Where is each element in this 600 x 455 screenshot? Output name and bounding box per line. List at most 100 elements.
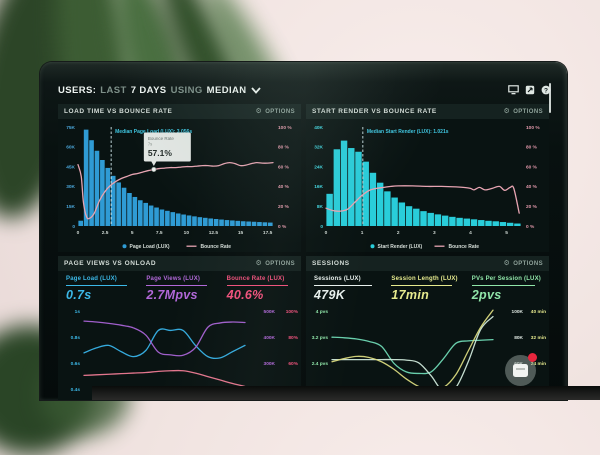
stat-sessions: Sessions (LUX) 479K bbox=[314, 276, 377, 302]
svg-text:Median Page Load (LUX): 3.056s: Median Page Load (LUX): 3.056s bbox=[115, 129, 192, 135]
options-button[interactable]: ⚙ OPTIONS bbox=[503, 259, 543, 267]
svg-text:20 %: 20 % bbox=[278, 204, 290, 210]
svg-text:1: 1 bbox=[361, 230, 364, 236]
svg-text:Bounce Rate: Bounce Rate bbox=[201, 244, 232, 250]
svg-text:8K: 8K bbox=[317, 204, 324, 210]
panel-load-time: LOAD TIME VS BOUNCE RATE ⚙ OPTIONS 75K 60… bbox=[58, 104, 301, 252]
svg-text:17.5: 17.5 bbox=[263, 230, 273, 236]
svg-text:0.6s: 0.6s bbox=[71, 361, 81, 367]
days-label: 7 DAYS bbox=[130, 84, 167, 96]
svg-text:7s: 7s bbox=[148, 141, 152, 146]
svg-text:60 %: 60 % bbox=[526, 164, 538, 170]
svg-text:500K: 500K bbox=[264, 309, 276, 315]
laptop-base bbox=[92, 386, 600, 400]
svg-text:100 %: 100 % bbox=[526, 125, 540, 131]
svg-text:0 %: 0 % bbox=[278, 224, 287, 230]
svg-text:45K: 45K bbox=[66, 164, 75, 170]
panel-title: LOAD TIME VS BOUNCE RATE bbox=[64, 108, 173, 115]
users-filter-dropdown[interactable]: USERS: LAST 7 DAYS USING MEDIAN bbox=[58, 85, 261, 96]
svg-text:0: 0 bbox=[320, 224, 323, 230]
svg-text:80 %: 80 % bbox=[526, 145, 538, 151]
svg-text:60%: 60% bbox=[288, 361, 298, 367]
gear-icon: ⚙ bbox=[255, 259, 263, 267]
help-icon[interactable]: ? bbox=[541, 85, 551, 95]
options-button[interactable]: ⚙ OPTIONS bbox=[503, 107, 543, 115]
svg-text:3: 3 bbox=[433, 230, 436, 236]
svg-text:100K: 100K bbox=[512, 309, 524, 315]
svg-text:32 min: 32 min bbox=[531, 335, 546, 341]
scrollbar[interactable] bbox=[548, 83, 551, 113]
svg-text:60 %: 60 % bbox=[278, 164, 290, 170]
laptop-screen: USERS: LAST 7 DAYS USING MEDIAN ? bbox=[40, 62, 567, 400]
panel-page-views: PAGE VIEWS VS ONLOAD ⚙ OPTIONS Page Load… bbox=[58, 256, 301, 400]
users-label: USERS: bbox=[58, 84, 97, 96]
stat-pvs-per-session: PVs Per Session (LUX) 2pvs bbox=[471, 276, 541, 302]
median-label: MEDIAN bbox=[206, 84, 247, 96]
svg-text:0.8s: 0.8s bbox=[71, 335, 81, 341]
chevron-down-icon bbox=[250, 86, 261, 94]
panel-title: SESSIONS bbox=[312, 260, 350, 267]
svg-text:15K: 15K bbox=[66, 204, 75, 210]
svg-text:10: 10 bbox=[184, 230, 190, 236]
svg-text:5: 5 bbox=[505, 230, 508, 236]
using-label: USING bbox=[170, 84, 203, 96]
svg-text:100%: 100% bbox=[286, 309, 299, 315]
display-icon[interactable] bbox=[508, 85, 519, 95]
svg-text:Page Load (LUX): Page Load (LUX) bbox=[130, 244, 170, 250]
panel-title: PAGE VIEWS VS ONLOAD bbox=[64, 260, 157, 267]
last-label: LAST bbox=[100, 84, 127, 96]
gear-icon: ⚙ bbox=[503, 107, 511, 115]
stat-page-load: Page Load (LUX) 0.7s bbox=[66, 276, 132, 302]
svg-text:0.4s: 0.4s bbox=[71, 387, 81, 393]
svg-text:Median Start Render (LUX): 1.0: Median Start Render (LUX): 1.021s bbox=[367, 129, 449, 135]
svg-text:1s: 1s bbox=[75, 309, 81, 315]
svg-text:75K: 75K bbox=[66, 125, 75, 131]
panel-title: START RENDER VS BOUNCE RATE bbox=[312, 108, 437, 115]
svg-text:80K: 80K bbox=[514, 335, 523, 341]
svg-text:80%: 80% bbox=[288, 335, 298, 341]
svg-text:24 min: 24 min bbox=[531, 361, 546, 367]
svg-text:2: 2 bbox=[397, 230, 400, 236]
svg-text:4: 4 bbox=[469, 230, 472, 236]
options-button[interactable]: ⚙ OPTIONS bbox=[255, 107, 295, 115]
svg-text:Bounce Rate: Bounce Rate bbox=[148, 136, 175, 141]
svg-text:0: 0 bbox=[77, 230, 80, 236]
gear-icon: ⚙ bbox=[503, 259, 511, 267]
svg-text:40 %: 40 % bbox=[278, 184, 290, 190]
svg-text:2.4 pvs: 2.4 pvs bbox=[312, 361, 329, 367]
svg-text:7.5: 7.5 bbox=[156, 230, 163, 236]
chat-button[interactable] bbox=[505, 353, 537, 386]
svg-text:12.5: 12.5 bbox=[209, 230, 219, 236]
stat-page-views: Page Views (LUX) 2.7Mpvs bbox=[146, 276, 212, 302]
svg-text:100 %: 100 % bbox=[278, 125, 292, 131]
svg-text:60K: 60K bbox=[66, 145, 75, 151]
svg-text:57.1%: 57.1% bbox=[148, 148, 173, 158]
svg-text:3.2 pvs: 3.2 pvs bbox=[312, 335, 329, 341]
chat-icon bbox=[513, 364, 528, 377]
load-time-chart: 75K 60K 45K 30K 15K 0 100 % 80 % 60 % 40 % 20 % 0 %… bbox=[66, 125, 292, 250]
share-icon[interactable] bbox=[525, 85, 535, 95]
svg-text:15: 15 bbox=[238, 230, 244, 236]
panel-grid: LOAD TIME VS BOUNCE RATE ⚙ OPTIONS 75K 60… bbox=[58, 104, 549, 400]
stat-bounce-rate: Bounce Rate (LUX) 40.6% bbox=[226, 276, 293, 302]
svg-text:0: 0 bbox=[325, 230, 328, 236]
stat-session-length: Session Length (LUX) 17min bbox=[391, 276, 458, 302]
notification-badge bbox=[528, 353, 537, 362]
svg-text:16K: 16K bbox=[314, 184, 323, 190]
start-render-chart: 40K 32K 24K 16K 8K 0 100 % 80 % 60 % 40 % 20 % 0 % 0… bbox=[314, 125, 540, 250]
svg-text:5: 5 bbox=[131, 230, 134, 236]
svg-text:40K: 40K bbox=[314, 125, 323, 131]
options-button[interactable]: ⚙ OPTIONS bbox=[255, 259, 295, 267]
svg-text:80 %: 80 % bbox=[278, 145, 290, 151]
svg-text:30K: 30K bbox=[66, 184, 75, 190]
svg-text:?: ? bbox=[544, 87, 548, 94]
svg-text:300K: 300K bbox=[264, 361, 276, 367]
svg-text:40 %: 40 % bbox=[526, 184, 538, 190]
svg-text:400K: 400K bbox=[264, 335, 276, 341]
svg-text:Bounce Rate: Bounce Rate bbox=[449, 244, 480, 250]
svg-text:2.5: 2.5 bbox=[102, 230, 109, 236]
svg-text:4 pvs: 4 pvs bbox=[316, 309, 329, 315]
svg-text:0: 0 bbox=[72, 224, 75, 230]
panel-start-render: START RENDER VS BOUNCE RATE ⚙ OPTIONS 40… bbox=[306, 104, 549, 252]
dashboard-topbar: USERS: LAST 7 DAYS USING MEDIAN ? bbox=[58, 79, 551, 113]
